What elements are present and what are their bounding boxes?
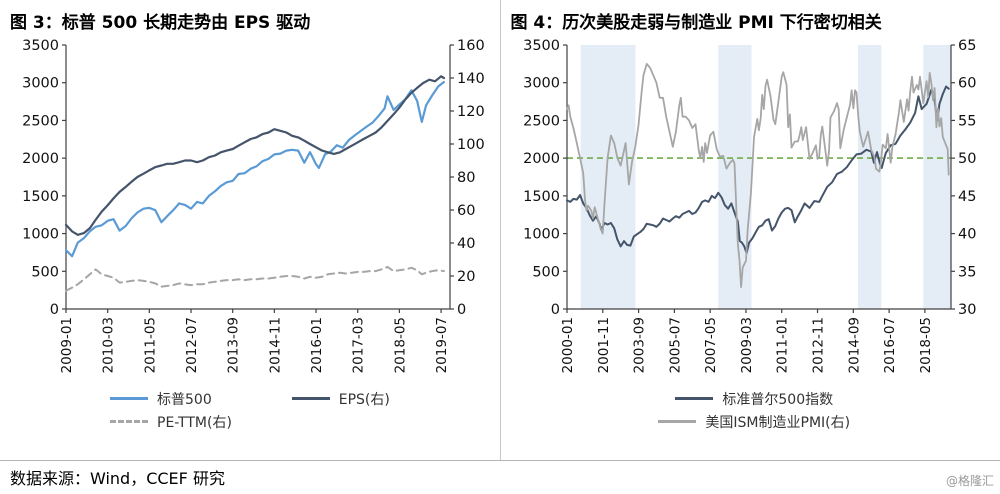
legend-item: 标准普尔500指数 <box>675 389 833 409</box>
svg-text:2003-09: 2003-09 <box>631 317 647 373</box>
svg-text:2014-09: 2014-09 <box>846 317 862 373</box>
svg-text:2011-05: 2011-05 <box>142 317 158 373</box>
svg-text:60: 60 <box>457 203 475 219</box>
svg-text:30: 30 <box>958 302 976 318</box>
svg-text:100: 100 <box>457 137 485 153</box>
svg-text:45: 45 <box>958 189 976 205</box>
legend-row: PE-TTM(右) <box>10 410 498 433</box>
legend-line-sample <box>110 397 148 400</box>
svg-text:1000: 1000 <box>523 227 560 243</box>
svg-text:1500: 1500 <box>22 189 59 205</box>
svg-text:500: 500 <box>532 264 560 280</box>
svg-text:2018-05: 2018-05 <box>392 317 408 373</box>
svg-text:2013-09: 2013-09 <box>226 317 242 373</box>
svg-text:120: 120 <box>457 104 485 120</box>
legend-item: EPS(右) <box>291 389 390 409</box>
chart-legend-figure3: 标普500 EPS(右) PE-TTM(右) <box>10 387 498 433</box>
series-lines <box>64 75 445 292</box>
chart-panel-figure3: 图 3：标普 500 长期走势由 EPS 驱动 0 500 1000 1500 2000… <box>0 0 500 460</box>
svg-text:0: 0 <box>457 302 466 318</box>
svg-text:40: 40 <box>457 236 475 252</box>
legend-label: 标准普尔500指数 <box>722 391 834 408</box>
svg-text:2000: 2000 <box>22 151 59 167</box>
svg-text:160: 160 <box>457 38 485 54</box>
legend-item: PE-TTM(右) <box>110 412 232 432</box>
legend-line-sample <box>675 397 714 400</box>
svg-text:2009-01: 2009-01 <box>59 317 75 373</box>
panel-divider <box>499 0 501 460</box>
legend-row: 美国ISM制造业PMI(右) <box>511 410 999 433</box>
legend-row: 标普500 EPS(右) <box>10 387 498 410</box>
svg-text:50: 50 <box>958 151 976 167</box>
svg-text:2017-03: 2017-03 <box>351 317 367 373</box>
chart-title-figure3: 图 3：标普 500 长期走势由 EPS 驱动 <box>10 13 311 33</box>
svg-text:3500: 3500 <box>22 38 59 54</box>
svg-text:35: 35 <box>958 264 976 280</box>
svg-text:500: 500 <box>31 264 59 280</box>
svg-text:80: 80 <box>457 170 475 186</box>
svg-text:2011-01: 2011-01 <box>774 317 790 373</box>
svg-text:1500: 1500 <box>523 189 560 205</box>
data-source-note: 数据来源：Wind，CCEF 研究 <box>10 468 225 488</box>
svg-text:2000: 2000 <box>523 151 560 167</box>
watermark: @格隆汇 <box>945 474 994 488</box>
svg-text:3500: 3500 <box>523 38 560 54</box>
svg-text:40: 40 <box>958 227 976 243</box>
svg-text:2018-05: 2018-05 <box>917 317 933 373</box>
svg-text:2500: 2500 <box>523 113 560 129</box>
charts-row: 图 3：标普 500 长期走势由 EPS 驱动 0 500 1000 1500 2000… <box>0 0 1000 460</box>
svg-text:3000: 3000 <box>523 76 560 92</box>
legend-label: 标普500 <box>157 391 212 408</box>
svg-text:0: 0 <box>550 302 559 318</box>
svg-text:0: 0 <box>50 302 59 318</box>
chart-legend-figure4: 标准普尔500指数 美国ISM制造业PMI(右) <box>511 387 999 433</box>
svg-text:1000: 1000 <box>22 227 59 243</box>
line-chart-sp500-eps: 0 500 1000 1500 2000 2500 3000 3500 0 20 40 60 80 100… <box>22 38 485 373</box>
legend-row: 标准普尔500指数 <box>511 387 999 410</box>
legend-line-sample <box>110 420 148 423</box>
svg-text:2007-05: 2007-05 <box>703 317 719 373</box>
chart-panel-figure4: 图 4：历次美股走弱与制造业 PMI 下行密切相关 0 500 1000 1500 20… <box>501 0 1000 460</box>
legend-line-sample <box>658 420 697 423</box>
series-lines <box>565 62 950 289</box>
svg-text:2005-07: 2005-07 <box>667 317 683 373</box>
svg-text:2016-07: 2016-07 <box>882 317 898 373</box>
svg-text:55: 55 <box>958 113 976 129</box>
legend-label: EPS(右) <box>338 391 390 408</box>
svg-text:2012-11: 2012-11 <box>810 317 826 373</box>
svg-text:65: 65 <box>958 38 976 54</box>
svg-text:2016-01: 2016-01 <box>309 317 325 373</box>
svg-text:2500: 2500 <box>22 113 59 129</box>
svg-text:2009-03: 2009-03 <box>738 317 754 373</box>
svg-text:60: 60 <box>958 76 976 92</box>
legend-label: 美国ISM制造业PMI(右) <box>705 414 851 431</box>
svg-text:20: 20 <box>457 269 475 285</box>
svg-text:140: 140 <box>457 71 485 87</box>
svg-text:2012-07: 2012-07 <box>184 317 200 373</box>
line-chart-sp500-pmi: 0 500 1000 1500 2000 2500 3000 3500 30 35 40 45 50 55… <box>523 38 976 373</box>
svg-text:2014-11: 2014-11 <box>267 317 283 373</box>
footer: 数据来源：Wind，CCEF 研究 @格隆汇 <box>0 460 1000 494</box>
legend-item: 美国ISM制造业PMI(右) <box>658 412 850 432</box>
legend-label: PE-TTM(右) <box>157 414 232 431</box>
svg-text:2019-07: 2019-07 <box>434 317 450 373</box>
axes: 0 500 1000 1500 2000 2500 3000 3500 0 20 40 60 80 100… <box>22 38 485 373</box>
legend-line-sample <box>291 397 330 400</box>
svg-text:2001-11: 2001-11 <box>595 317 611 373</box>
legend-item: 标普500 <box>110 389 212 409</box>
svg-text:3000: 3000 <box>22 76 59 92</box>
axes: 0 500 1000 1500 2000 2500 3000 3500 30 35 40 45 50 55… <box>523 38 976 373</box>
svg-text:2010-03: 2010-03 <box>101 317 117 373</box>
chart-title-figure4: 图 4：历次美股走弱与制造业 PMI 下行密切相关 <box>510 13 882 33</box>
svg-text:2000-01: 2000-01 <box>560 317 576 373</box>
